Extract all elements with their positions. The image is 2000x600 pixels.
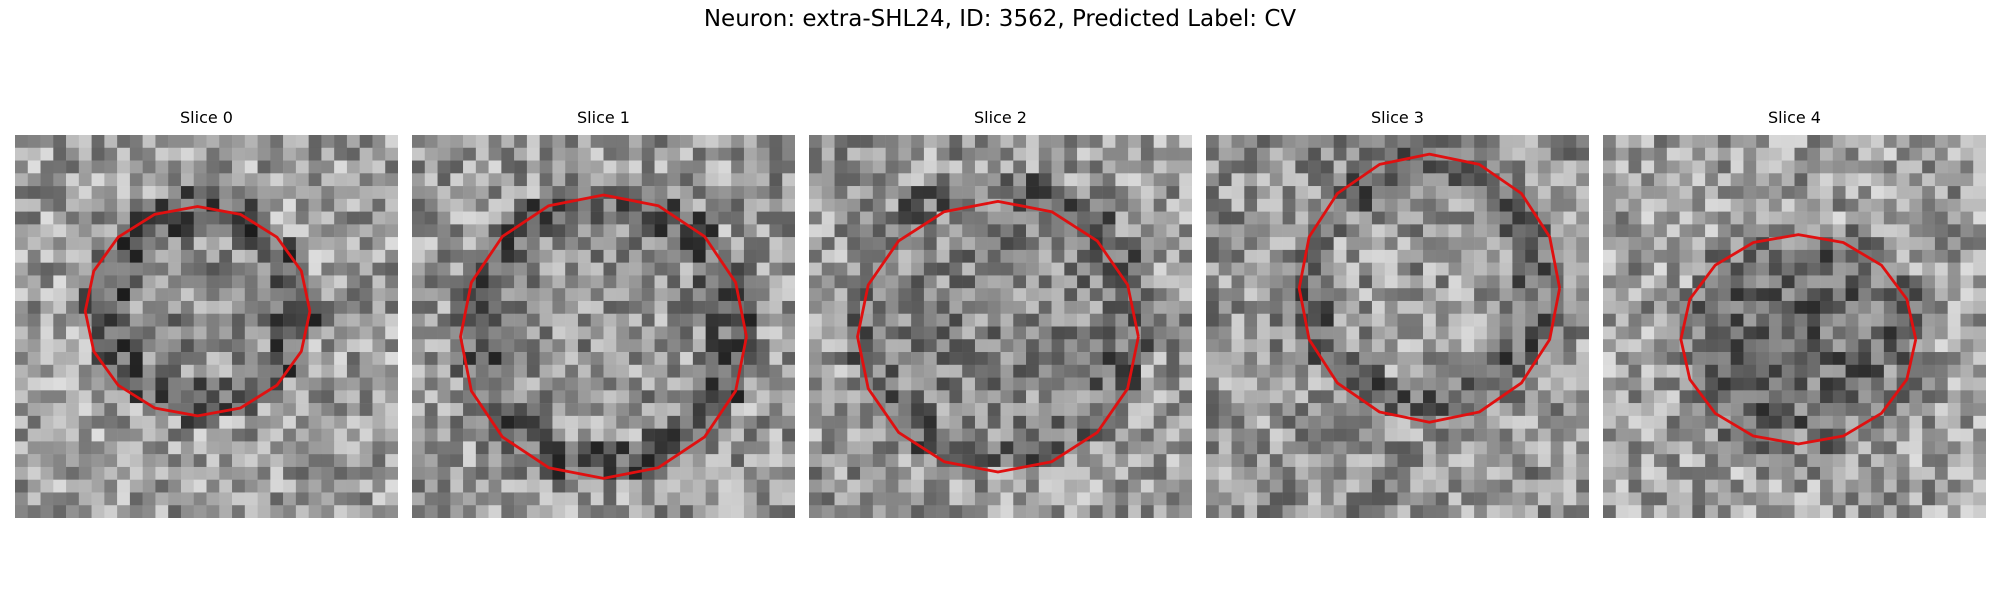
red-contour-outline [856, 199, 1140, 474]
slice-image-2 [809, 135, 1192, 518]
pixel-texture [15, 135, 398, 518]
red-contour-outline [459, 193, 748, 480]
pixel-texture [1603, 135, 1986, 518]
slice-image-0 [15, 135, 398, 518]
slice-title-4: Slice 4 [1768, 108, 1821, 127]
pixel-texture [1206, 135, 1589, 518]
red-contour-outline [83, 205, 312, 418]
slice-image-4 [1603, 135, 1986, 518]
red-contour-outline [1297, 152, 1562, 424]
pixel-texture [412, 135, 795, 518]
slice-title-0: Slice 0 [180, 108, 233, 127]
slice-title-2: Slice 2 [974, 108, 1027, 127]
red-contour-outline [1679, 233, 1918, 446]
slice-image-3 [1206, 135, 1589, 518]
slice-image-1 [412, 135, 795, 518]
figure-title: Neuron: extra-SHL24, ID: 3562, Predicted… [703, 6, 1297, 32]
pixel-texture [809, 135, 1192, 518]
slice-title-1: Slice 1 [577, 108, 630, 127]
slice-title-3: Slice 3 [1371, 108, 1424, 127]
